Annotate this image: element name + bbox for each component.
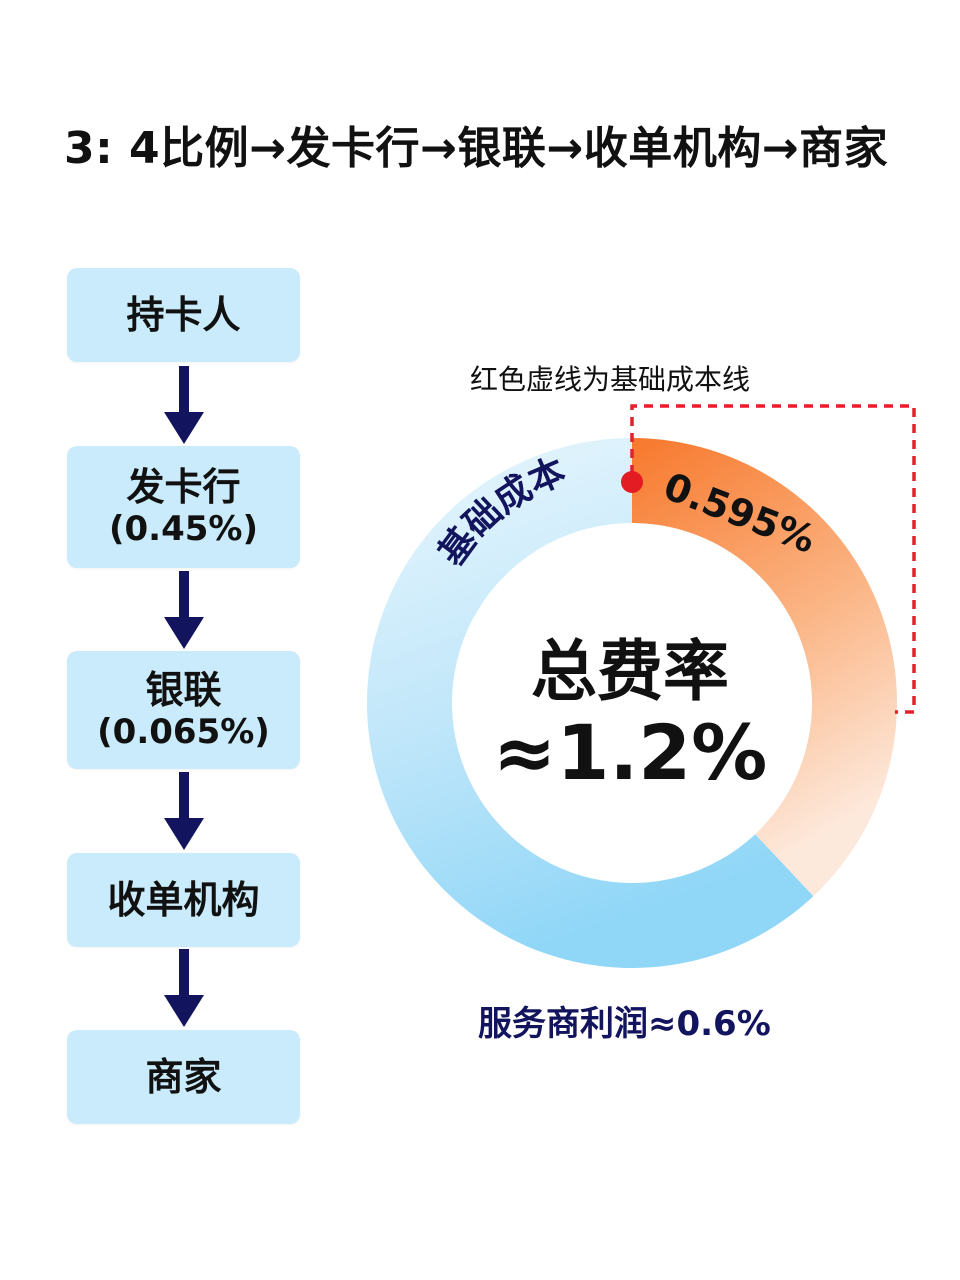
profit-label: 服务商利润≈0.6%	[478, 1004, 771, 1044]
flow-node-label: 收单机构	[107, 878, 260, 922]
total-fee-title: 总费率	[531, 633, 729, 710]
ring-segment-profit	[367, 438, 814, 968]
dashed-line-note: 红色虚线为基础成本线	[470, 363, 751, 396]
flow-node-label: 持卡人	[126, 293, 241, 337]
base-cost-dashed-line	[630, 404, 916, 714]
flow-node-label: 发卡行	[126, 465, 241, 509]
flow-node-cardholder: 持卡人	[67, 268, 300, 362]
down-arrow-icon	[164, 571, 204, 649]
flow-node-rate: (0.45%)	[108, 509, 259, 549]
page-title: 3: 4比例→发卡行→银联→收单机构→商家	[64, 123, 889, 174]
flow-node-unionpay: 银联 (0.065%)	[67, 651, 300, 769]
down-arrow-icon	[164, 772, 204, 850]
base-cost-marker	[621, 471, 643, 493]
flow-node-issuer: 发卡行 (0.45%)	[67, 446, 300, 568]
total-fee-value: ≈1.2%	[492, 708, 768, 797]
flow-node-rate: (0.065%)	[97, 712, 270, 752]
flow-node-label: 银联	[145, 668, 222, 712]
flow-node-merchant: 商家	[67, 1030, 300, 1124]
flow-node-acquirer: 收单机构	[67, 853, 300, 947]
down-arrow-icon	[164, 366, 204, 444]
flow-node-label: 商家	[145, 1055, 222, 1099]
ring-segment-base-cost	[632, 438, 898, 897]
down-arrow-icon	[164, 949, 204, 1027]
